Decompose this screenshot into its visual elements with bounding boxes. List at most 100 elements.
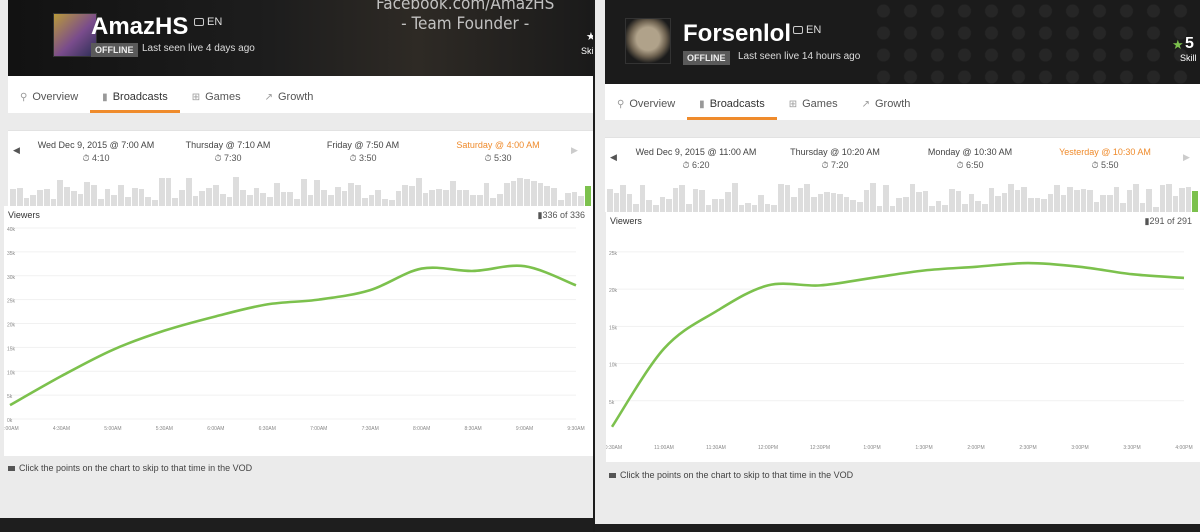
history-bar[interactable] [1106,194,1113,212]
history-bar[interactable] [830,192,837,212]
history-bar[interactable] [280,192,287,206]
history-bar[interactable] [685,204,692,212]
history-bar[interactable] [490,197,497,206]
history-bar[interactable] [206,187,212,206]
history-bar[interactable] [639,185,646,212]
history-bar[interactable] [1159,185,1166,212]
history-bar[interactable] [935,200,942,212]
data-point[interactable] [609,424,615,430]
broadcast-item[interactable]: Monday @ 10:30 AM ⏱ 6:50 [910,147,1030,171]
history-bar[interactable] [1179,187,1185,212]
history-bar[interactable] [1113,187,1120,212]
history-bar[interactable] [544,185,551,206]
data-point[interactable] [765,282,771,288]
history-bar[interactable] [1021,187,1027,212]
history-bar[interactable] [192,196,199,206]
history-bar[interactable] [253,187,260,206]
history-bar[interactable] [43,189,50,206]
broadcast-item[interactable]: Friday @ 7:50 AM ⏱ 3:50 [308,140,418,164]
history-bar[interactable] [111,195,118,206]
history-bar[interactable] [294,198,300,206]
history-bar[interactable] [125,197,131,206]
history-bar[interactable] [84,182,91,206]
history-bar[interactable] [1041,199,1047,212]
history-bar[interactable] [443,190,449,206]
viewers-chart[interactable]: Viewers ▮336 of 336 0k 5k 10k 15k 20k 25k 30k 3… [4,206,593,456]
history-bar[interactable] [1008,184,1014,212]
history-bar[interactable] [1028,198,1034,212]
history-bar[interactable] [219,194,226,206]
history-bar[interactable] [348,182,355,206]
channel-name[interactable]: Forsenlol [683,20,792,47]
history-bar[interactable] [104,189,111,206]
history-bar[interactable] [653,205,659,212]
history-bar[interactable] [334,186,341,206]
history-bar[interactable] [321,189,327,206]
history-bar[interactable] [1060,194,1067,212]
history-bar[interactable] [705,205,712,212]
history-bar[interactable] [1172,195,1179,212]
history-bar[interactable] [422,193,429,206]
history-bar[interactable] [1120,203,1126,212]
history-bar[interactable] [409,185,415,206]
history-bar[interactable] [537,183,544,206]
next-arrow-icon[interactable]: ▶ [571,145,578,155]
data-point[interactable] [973,264,979,270]
history-bar[interactable] [856,201,863,212]
history-bar[interactable] [517,177,524,206]
history-bar[interactable] [764,204,771,212]
history-bar[interactable] [1152,206,1159,212]
history-bar[interactable] [307,195,314,206]
data-point[interactable] [213,313,219,319]
tab-overview[interactable]: ⚲ Overview [8,76,90,113]
history-bar[interactable] [429,190,436,206]
broadcast-item-selected[interactable]: Yesterday @ 10:30 AM ⏱ 5:50 [1045,147,1165,171]
history-bar[interactable] [672,187,679,212]
history-bar[interactable] [1047,194,1054,212]
history-bar[interactable] [1093,202,1100,212]
history-bar[interactable] [949,188,955,212]
history-bar[interactable] [551,187,558,206]
history-bar[interactable] [368,195,375,206]
history-bar[interactable] [70,191,77,206]
history-bar[interactable] [863,190,870,212]
data-point[interactable] [522,263,528,269]
history-bar[interactable] [510,180,517,206]
history-bar[interactable] [692,188,699,212]
data-point[interactable] [58,373,64,379]
history-bar[interactable] [968,193,975,212]
next-arrow-icon[interactable]: ▶ [1183,152,1190,162]
history-bar[interactable] [64,186,70,206]
history-bar[interactable] [955,191,962,212]
data-point[interactable] [7,402,13,408]
history-bar[interactable] [260,193,267,206]
history-bar[interactable] [1074,189,1080,212]
history-bar[interactable] [903,197,909,212]
history-bar-current[interactable] [1192,191,1199,212]
history-bar[interactable] [571,192,578,206]
data-point[interactable] [921,268,927,274]
broadcast-item-selected[interactable]: Saturday @ 4:00 AM ⏱ 5:30 [438,140,558,164]
history-bar[interactable] [497,194,503,206]
data-point[interactable] [869,275,875,281]
history-bar[interactable] [10,189,16,206]
history-bar[interactable] [876,206,883,212]
history-bar[interactable] [152,199,158,206]
viewers-series-line[interactable] [9,264,577,407]
history-bar[interactable] [287,192,294,206]
history-bar[interactable] [843,196,850,212]
history-bar[interactable] [179,190,185,206]
broadcast-item[interactable]: Thursday @ 7:10 AM ⏱ 7:30 [168,140,288,164]
history-bar-current[interactable] [585,185,591,206]
history-bar[interactable] [341,191,348,206]
history-bar[interactable] [745,203,751,212]
history-bar[interactable] [824,191,830,212]
history-bar[interactable] [731,182,738,212]
history-bar[interactable] [771,204,778,212]
history-bar[interactable] [837,194,843,212]
history-bar[interactable] [870,182,876,212]
history-bar[interactable] [91,185,97,206]
history-bar[interactable] [942,204,949,212]
history-bar[interactable] [784,185,791,212]
history-bar[interactable] [415,178,422,206]
